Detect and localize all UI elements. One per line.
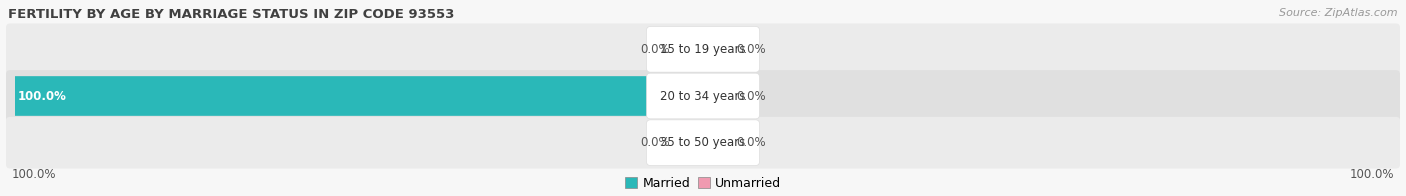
Text: 100.0%: 100.0% bbox=[1350, 168, 1393, 181]
Text: 0.0%: 0.0% bbox=[735, 90, 766, 103]
Text: Source: ZipAtlas.com: Source: ZipAtlas.com bbox=[1279, 8, 1398, 18]
Text: 35 to 50 years: 35 to 50 years bbox=[661, 136, 745, 149]
Text: FERTILITY BY AGE BY MARRIAGE STATUS IN ZIP CODE 93553: FERTILITY BY AGE BY MARRIAGE STATUS IN Z… bbox=[8, 8, 454, 21]
FancyBboxPatch shape bbox=[647, 120, 759, 165]
Text: 100.0%: 100.0% bbox=[18, 90, 67, 103]
FancyBboxPatch shape bbox=[700, 121, 734, 164]
Text: 15 to 19 years: 15 to 19 years bbox=[661, 43, 745, 56]
FancyBboxPatch shape bbox=[647, 26, 759, 72]
FancyBboxPatch shape bbox=[15, 76, 703, 116]
FancyBboxPatch shape bbox=[672, 121, 706, 164]
Text: 0.0%: 0.0% bbox=[640, 136, 671, 149]
FancyBboxPatch shape bbox=[647, 73, 759, 119]
FancyBboxPatch shape bbox=[6, 117, 1400, 169]
Text: 0.0%: 0.0% bbox=[735, 136, 766, 149]
Text: 100.0%: 100.0% bbox=[13, 168, 56, 181]
FancyBboxPatch shape bbox=[6, 70, 1400, 122]
FancyBboxPatch shape bbox=[6, 24, 1400, 75]
Text: 0.0%: 0.0% bbox=[640, 43, 671, 56]
Text: 0.0%: 0.0% bbox=[735, 43, 766, 56]
FancyBboxPatch shape bbox=[700, 74, 734, 118]
Text: 20 to 34 years: 20 to 34 years bbox=[661, 90, 745, 103]
FancyBboxPatch shape bbox=[700, 27, 734, 71]
Legend: Married, Unmarried: Married, Unmarried bbox=[624, 177, 782, 190]
FancyBboxPatch shape bbox=[672, 27, 706, 71]
